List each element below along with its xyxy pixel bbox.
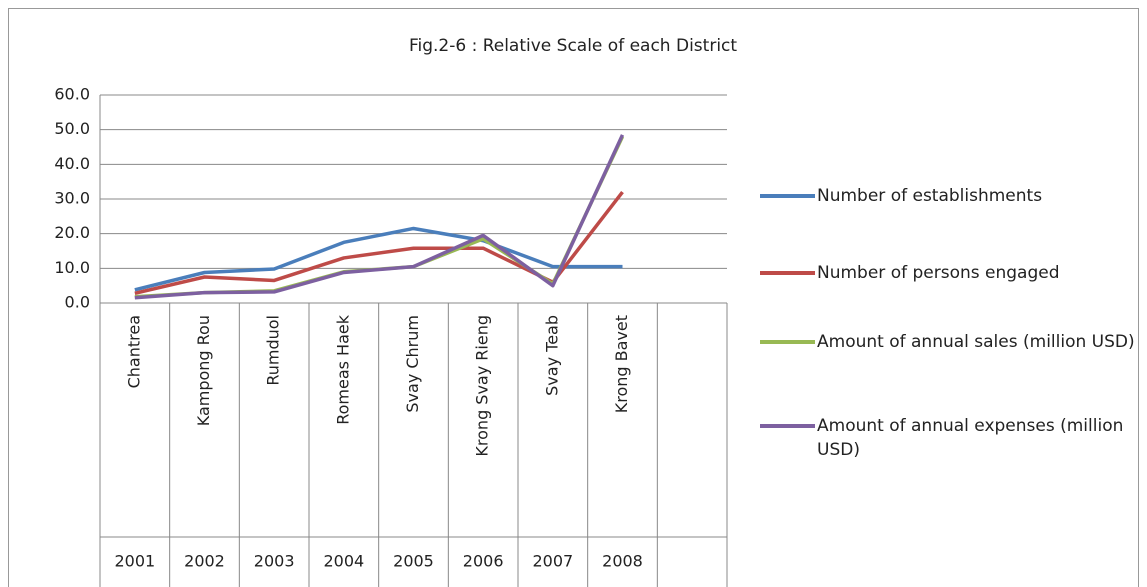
y-tick-label: 0.0: [65, 293, 90, 312]
x-group-label: 2001: [114, 552, 155, 571]
x-group-label: 2004: [323, 552, 364, 571]
x-group-label: 2007: [532, 552, 573, 571]
x-tick-label: Krong Bavet: [612, 315, 631, 413]
x-group-label: 2005: [393, 552, 434, 571]
x-tick-label: Svay Teab: [542, 315, 561, 396]
x-group-label: 2003: [254, 552, 295, 571]
legend-label: Amount of annual sales (million USD): [817, 332, 1135, 352]
x-tick-label: Krong Svay Rieng: [473, 315, 492, 457]
y-tick-label: 30.0: [54, 189, 90, 208]
x-tick-label: Svay Chrum: [403, 315, 422, 413]
y-tick-label: 60.0: [54, 85, 90, 104]
legend-label: Amount of annual expenses (million USD): [817, 416, 1124, 460]
x-group-label: 2006: [463, 552, 504, 571]
series-line: [134, 226, 623, 292]
x-group-label: 2008: [602, 552, 643, 571]
x-tick-label: Chantrea: [124, 315, 143, 388]
y-tick-label: 20.0: [54, 223, 90, 242]
legend-label: Number of persons engaged: [817, 263, 1060, 283]
x-tick-label: Rumduol: [264, 315, 283, 386]
y-tick-label: 40.0: [54, 154, 90, 173]
x-tick-label: Romeas Haek: [333, 314, 352, 425]
legend-label: Number of establishments: [817, 186, 1043, 206]
series-line: [134, 190, 624, 295]
frame: [8, 8, 1139, 587]
series-line: [134, 134, 625, 300]
x-tick-label: Kampong Rou: [194, 315, 213, 426]
y-tick-label: 50.0: [54, 119, 90, 138]
y-tick-label: 10.0: [54, 258, 90, 277]
chart-title: Fig.2-6 : Relative Scale of each Distric…: [409, 36, 737, 56]
x-group-label: 2002: [184, 552, 225, 571]
